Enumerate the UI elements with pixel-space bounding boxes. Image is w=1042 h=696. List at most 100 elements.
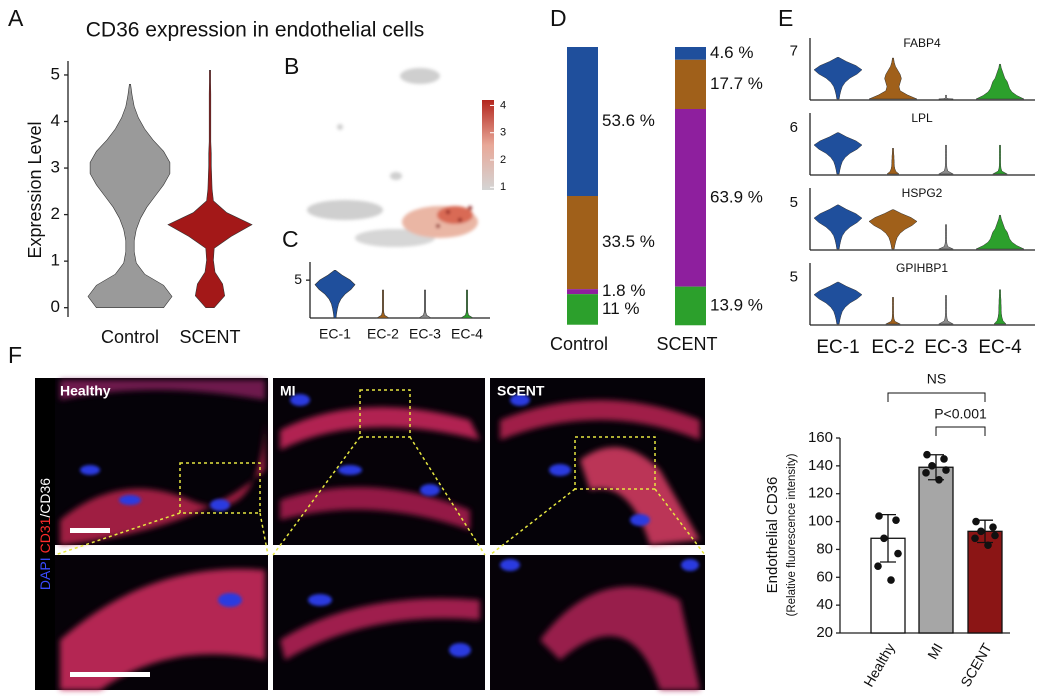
micrographs xyxy=(35,378,706,690)
bar xyxy=(918,466,954,634)
data-point xyxy=(972,517,980,526)
colorbar-tick-label: 2 xyxy=(500,154,506,166)
violin xyxy=(992,144,1008,175)
x-tick-label: SCENT xyxy=(179,327,240,347)
x-tick-label: Control xyxy=(101,327,159,347)
bracket xyxy=(935,426,986,436)
x-tick-label: EC-1 xyxy=(319,326,351,342)
violin xyxy=(314,270,356,319)
image-label: SCENT xyxy=(497,383,545,399)
bar-segment xyxy=(675,286,706,326)
y-tick-label: 6 xyxy=(790,119,798,136)
violin xyxy=(938,224,954,250)
stain-dapi: DAPI xyxy=(37,557,53,590)
x-tick-label: SCENT xyxy=(656,334,717,354)
y-tick-label: 100 xyxy=(808,513,833,530)
y-tick-label: 5 xyxy=(790,268,798,285)
violin xyxy=(886,148,900,175)
bracket xyxy=(887,392,986,402)
data-point xyxy=(922,469,930,477)
y-tick-label: 60 xyxy=(816,568,833,585)
y-tick-label: 2 xyxy=(51,204,60,223)
gene-name: GPIHBP1 xyxy=(896,261,948,275)
gene-name: LPL xyxy=(911,111,933,125)
value-label: 1.8 % xyxy=(602,281,645,300)
y-tick-label: 160 xyxy=(808,429,833,446)
x-tick-label: MI xyxy=(924,640,946,661)
violin xyxy=(938,295,954,325)
colorbar-tick-label: 4 xyxy=(500,99,506,111)
violin xyxy=(375,289,391,319)
violin xyxy=(938,94,954,100)
x-tick-label: EC-4 xyxy=(451,326,483,342)
violin xyxy=(813,132,863,175)
x-tick-label: EC-2 xyxy=(367,326,399,342)
data-point xyxy=(894,549,902,558)
annotation: NS xyxy=(927,371,946,387)
x-tick-label: EC-2 xyxy=(871,337,914,358)
violin xyxy=(868,209,918,250)
bar-segment xyxy=(675,108,706,287)
data-point xyxy=(971,534,979,543)
data-point xyxy=(942,466,950,474)
stain-cd31: CD31 xyxy=(37,517,53,553)
value-label: 17.7 % xyxy=(710,74,763,93)
bar-segment xyxy=(567,196,598,290)
bar-segment xyxy=(675,59,706,109)
y-tick-label: 80 xyxy=(816,540,833,557)
value-label: 4.6 % xyxy=(710,43,753,62)
gene-name: FABP4 xyxy=(903,36,941,50)
y-tick-label: 3 xyxy=(51,158,60,177)
y-axis-label: Endothelial CD36 xyxy=(764,477,781,594)
violin xyxy=(459,289,475,319)
data-point xyxy=(928,462,936,470)
image-label: MI xyxy=(280,383,296,399)
stain-cd36: /CD36 xyxy=(37,478,53,518)
y-tick-label: 0 xyxy=(51,297,60,316)
violin xyxy=(975,214,1025,250)
data-point xyxy=(923,450,931,459)
x-tick-label: EC-3 xyxy=(924,337,967,358)
x-tick-label: Healthy xyxy=(860,640,898,689)
x-tick-label: EC-1 xyxy=(816,337,859,358)
x-tick-label: EC-4 xyxy=(978,337,1022,358)
violin xyxy=(813,204,863,250)
violin xyxy=(868,57,918,100)
y-tick-label: 140 xyxy=(808,457,833,474)
violin xyxy=(167,70,253,308)
y-tick-label: 5 xyxy=(51,64,60,83)
value-label: 53.6 % xyxy=(602,111,655,130)
y-tick-label: 120 xyxy=(808,485,833,502)
bar xyxy=(967,530,1003,634)
data-point xyxy=(892,516,900,524)
violin xyxy=(885,297,901,325)
data-point xyxy=(880,534,888,543)
violin xyxy=(813,57,863,100)
value-label: 11 % xyxy=(602,299,640,318)
y-tick-label: 1 xyxy=(51,251,60,270)
violin xyxy=(813,281,863,325)
panel-letter: C xyxy=(282,226,299,252)
gene-name: HSPG2 xyxy=(902,186,943,200)
y-tick-label: 4 xyxy=(51,111,60,130)
y-axis-label: Expression Level xyxy=(25,121,45,258)
panel-letter: B xyxy=(284,53,299,79)
y-tick-label: 7 xyxy=(790,43,798,60)
stain-label: DAPI CD31/CD36 xyxy=(37,478,53,590)
data-point xyxy=(935,475,943,484)
y-tick-label: 5 xyxy=(790,194,798,211)
violin xyxy=(938,144,954,175)
panel-letter: F xyxy=(8,342,22,368)
violin xyxy=(417,289,433,319)
panel-letter: D xyxy=(550,5,567,31)
data-point xyxy=(989,523,997,531)
data-point xyxy=(940,455,948,463)
panel-letter: E xyxy=(778,5,793,31)
data-point xyxy=(875,512,883,520)
data-point xyxy=(977,527,985,536)
y-tick-label: 5 xyxy=(294,271,302,287)
violin xyxy=(87,84,173,308)
y-tick-label: 40 xyxy=(816,596,833,613)
violin xyxy=(993,289,1007,325)
value-label: 63.9 % xyxy=(710,187,763,206)
